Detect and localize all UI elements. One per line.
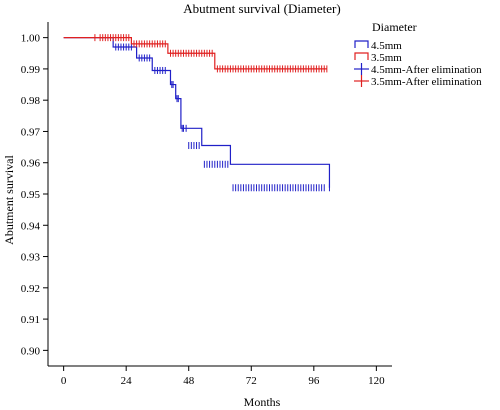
y-tick-label: 0.91 xyxy=(21,314,40,326)
x-axis-label: Months xyxy=(244,395,281,409)
legend-title: Diameter xyxy=(372,20,417,34)
x-tick-label: 120 xyxy=(368,375,385,387)
x-tick-label: 24 xyxy=(121,375,133,387)
y-tick-label: 0.99 xyxy=(21,64,41,76)
series-1 xyxy=(63,34,328,73)
series-line xyxy=(63,37,327,70)
x-tick-label: 48 xyxy=(183,375,195,387)
axes: 0.90 0.91 0.92 0.93 0.94 0.95 0.96 0.97 0.98 0.99… xyxy=(21,22,392,387)
series-0 xyxy=(63,37,331,192)
plot-area xyxy=(63,34,331,192)
y-axis-label: Abutment survival xyxy=(2,155,16,245)
y-tick-label: 0.98 xyxy=(21,95,41,107)
legend-label: 4.5mm xyxy=(371,40,402,52)
y-tick-label: 1.00 xyxy=(21,33,41,45)
legend-step-symbol xyxy=(354,40,369,48)
legend-label: 4.5mm-After elimination xyxy=(371,64,482,76)
y-tick-label: 0.96 xyxy=(21,158,41,170)
chart-title: Abutment survival (Diameter) xyxy=(183,1,340,16)
x-tick-label: 96 xyxy=(308,375,320,387)
legend-entry: 4.5mm xyxy=(354,40,402,52)
y-tick-label: 0.93 xyxy=(21,252,41,264)
legend-entry: 3.5mm xyxy=(354,52,402,64)
legend-step-symbol xyxy=(354,52,369,60)
y-tick-label: 0.97 xyxy=(21,126,41,138)
x-tick-label: 0 xyxy=(61,375,67,387)
legend-label: 3.5mm-After elimination xyxy=(371,76,482,88)
y-tick-label: 0.94 xyxy=(21,220,41,232)
x-tick-label: 72 xyxy=(246,375,257,387)
legend-label: 3.5mm xyxy=(371,52,402,64)
legend-entry: 3.5mm-After elimination xyxy=(354,75,482,88)
y-tick-label: 0.92 xyxy=(21,283,40,295)
y-tick-label: 0.90 xyxy=(21,345,41,357)
legend-entry: 4.5mm-After elimination xyxy=(354,63,482,76)
series-line xyxy=(63,37,331,188)
y-tick-label: 0.95 xyxy=(21,189,41,201)
